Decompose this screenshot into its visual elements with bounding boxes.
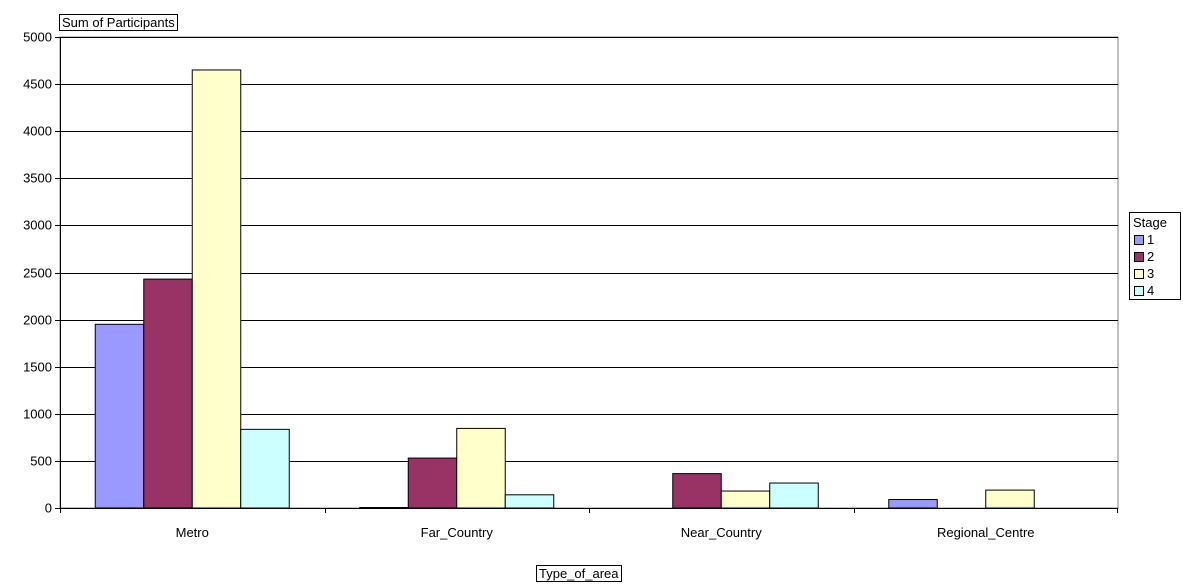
y-tick-label: 4500	[23, 77, 52, 92]
bar-metro-stage-2	[143, 278, 193, 509]
legend-item-stage-4: 4	[1130, 282, 1180, 299]
y-tick-label: 1000	[23, 407, 52, 422]
y-tick-label: 4000	[23, 124, 52, 139]
legend-label: 3	[1147, 266, 1155, 281]
legend-label: 1	[1147, 232, 1155, 247]
legend-label: 2	[1147, 249, 1155, 264]
x-axis-title-button[interactable]: Type_of_area	[536, 565, 622, 582]
x-category-label: Regional_Centre	[937, 525, 1035, 540]
legend[interactable]: Stage 1 2 3 4	[1129, 212, 1181, 300]
legend-swatch	[1134, 268, 1144, 279]
bar-near-country-stage-4	[769, 482, 819, 509]
x-category-label: Metro	[176, 525, 209, 540]
legend-item-stage-3: 3	[1130, 265, 1180, 282]
y-tick-label: 1500	[23, 360, 52, 375]
bar-metro-stage-4	[240, 428, 290, 509]
y-tick-label: 0	[45, 501, 52, 516]
bar-far-country-stage-3	[456, 427, 506, 509]
bar-metro-stage-3	[191, 69, 242, 509]
legend-swatch	[1134, 234, 1144, 245]
bar-far-country-stage-2	[407, 457, 458, 509]
bar-far-country-stage-4	[504, 494, 555, 509]
y-tick-label: 5000	[23, 30, 52, 45]
x-category-label: Far_Country	[421, 525, 494, 540]
legend-title: Stage	[1133, 215, 1167, 230]
y-axis-title-button[interactable]: Sum of Participants	[59, 14, 178, 31]
y-tick-label: 500	[30, 454, 52, 469]
legend-label: 4	[1147, 283, 1155, 298]
bar-near-country-stage-2	[672, 473, 722, 509]
legend-item-stage-2: 2	[1130, 248, 1180, 265]
y-tick-label: 3500	[23, 171, 52, 186]
bar-near-country-stage-3	[720, 490, 771, 509]
bar-regional-centre-stage-3	[985, 489, 1035, 509]
y-tick-label: 3000	[23, 218, 52, 233]
bar-regional-centre-stage-1	[888, 499, 938, 509]
legend-items: 1 2 3 4	[1130, 231, 1180, 299]
x-category-label: Near_Country	[681, 525, 762, 540]
legend-swatch	[1134, 251, 1144, 262]
y-tick-label: 2500	[23, 266, 52, 281]
legend-item-stage-1: 1	[1130, 231, 1180, 248]
bar-metro-stage-1	[94, 323, 145, 509]
y-tick-label: 2000	[23, 313, 52, 328]
legend-swatch	[1134, 285, 1144, 296]
